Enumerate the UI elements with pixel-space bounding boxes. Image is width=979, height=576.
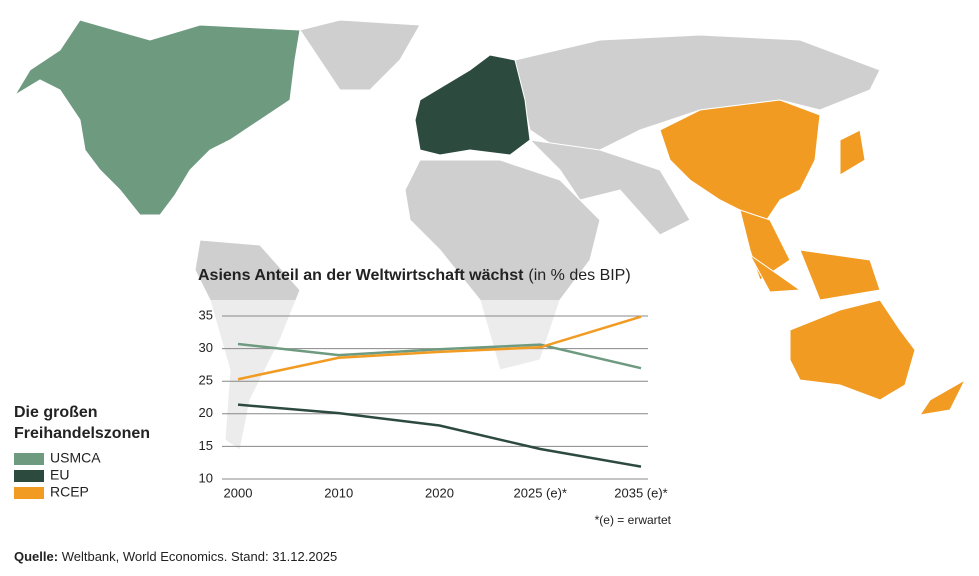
y-tick-label: 10 — [199, 470, 213, 485]
x-tick-label: 2035 (e)* — [614, 485, 667, 500]
title: Asiens Anteil an der Weltwirtschaft wäch… — [198, 267, 524, 284]
y-tick-label: 25 — [199, 373, 213, 388]
usmca-region — [14, 19, 301, 216]
x-tick-label: 2000 — [224, 485, 253, 500]
legend-label: USMCA — [50, 450, 101, 466]
legend-label: RCEP — [50, 484, 89, 500]
x-tick-label: 2025 (e)* — [514, 485, 567, 500]
rcep-region — [799, 249, 881, 301]
source-text: Weltbank, World Economics. Stand: 31.12.… — [61, 549, 338, 564]
subtitle: (in % des BIP) — [528, 267, 630, 284]
legend-swatch — [14, 487, 44, 499]
x-tick-label: 2020 — [425, 485, 454, 500]
rcep-region — [749, 254, 802, 293]
line-series — [237, 315, 642, 381]
source: Quelle: Weltbank, World Economics. Stand… — [14, 549, 337, 564]
middle-east-india — [528, 139, 691, 236]
rcep-region — [918, 378, 967, 416]
greenland — [299, 19, 421, 91]
footnote: *(e) = erwartet — [595, 513, 672, 527]
source-label: Quelle: — [14, 549, 59, 564]
legend-title: Die großen Freihandelszonen — [14, 404, 151, 442]
y-tick-label: 20 — [199, 405, 213, 420]
rcep-region — [739, 209, 791, 281]
line-series — [237, 342, 642, 370]
x-tick-label: 2010 — [324, 485, 353, 500]
world-map — [14, 19, 967, 500]
y-tick-label: 30 — [199, 340, 213, 355]
chart-title: Asiens Anteil an der Weltwirtschaft wäch… — [198, 267, 631, 284]
legend-label: EU — [50, 467, 69, 483]
line-series — [237, 403, 642, 468]
y-tick-label: 15 — [199, 438, 213, 453]
rcep-region — [659, 99, 821, 231]
rcep-region — [789, 299, 916, 401]
rcep-region — [839, 129, 866, 176]
legend-swatch — [14, 453, 44, 465]
eu-region — [414, 54, 531, 156]
y-tick-label: 35 — [199, 307, 213, 322]
legend-swatch — [14, 470, 44, 482]
